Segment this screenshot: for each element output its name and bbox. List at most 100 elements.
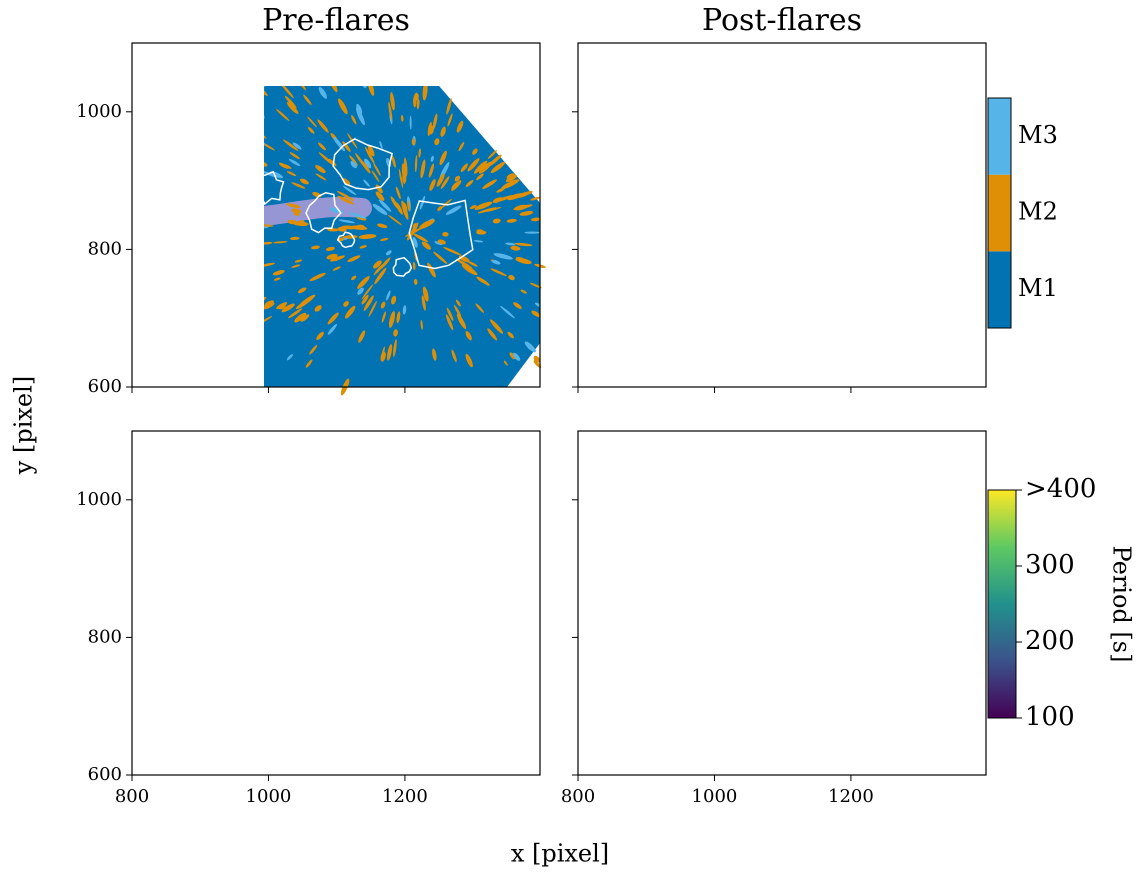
streak: [901, 449, 908, 460]
streak: [171, 142, 184, 148]
streak: [444, 583, 450, 589]
streak: [706, 193, 724, 200]
streak: [138, 568, 155, 575]
streak: [613, 78, 622, 86]
x-tick-label: 1200: [382, 786, 428, 807]
streak: [804, 231, 811, 236]
streak: [180, 612, 200, 615]
streak: [390, 196, 399, 209]
streak: [672, 231, 689, 234]
streak: [307, 116, 317, 128]
streak: [360, 634, 369, 639]
streak: [242, 651, 257, 656]
streak: [316, 331, 324, 341]
streak: [240, 721, 250, 729]
filament: [132, 499, 182, 531]
streak: [961, 187, 978, 195]
streak: [446, 562, 456, 574]
streak: [868, 653, 877, 667]
contour: [264, 170, 285, 206]
streak: [698, 210, 713, 214]
streak: [878, 244, 885, 250]
streak: [731, 717, 741, 726]
streak: [940, 250, 949, 256]
colorbar-tick-label: 200: [1025, 626, 1075, 656]
streak: [726, 654, 735, 659]
streak: [871, 764, 876, 780]
streak: [392, 637, 403, 654]
streak: [909, 261, 926, 274]
streak: [951, 578, 965, 586]
streak: [138, 96, 147, 103]
streak: [685, 721, 692, 726]
colorbar-label: Period [s]: [1108, 546, 1136, 663]
streak: [359, 586, 376, 600]
contour: [670, 618, 687, 636]
streak: [172, 591, 188, 597]
streak: [400, 690, 405, 700]
streak: [226, 157, 236, 163]
streak: [595, 593, 609, 597]
streak: [468, 743, 474, 752]
streak: [186, 60, 195, 68]
streak: [162, 562, 173, 567]
streak: [591, 130, 607, 139]
streak: [362, 687, 369, 696]
streak: [889, 706, 895, 716]
streak: [393, 549, 400, 565]
streak: [388, 101, 393, 121]
streak: [687, 190, 697, 196]
streak: [273, 539, 291, 552]
streak: [609, 191, 623, 197]
panel-image: [570, 429, 991, 782]
streak: [447, 675, 461, 693]
streak: [812, 546, 826, 565]
streak: [667, 278, 675, 284]
streak: [809, 208, 828, 221]
streak: [864, 343, 867, 362]
streak: [372, 203, 388, 216]
streak: [923, 234, 936, 240]
streak: [233, 152, 244, 160]
streak: [819, 184, 827, 193]
panel-frame: [131, 430, 541, 776]
streak: [402, 305, 407, 315]
streak: [886, 493, 895, 512]
streak: [500, 305, 515, 319]
streak: [906, 619, 918, 623]
streak: [183, 704, 192, 711]
streak: [366, 587, 381, 599]
streak: [421, 241, 431, 250]
streak: [175, 703, 194, 712]
streak: [184, 176, 193, 181]
streak: [910, 248, 922, 255]
streak: [296, 487, 304, 496]
streak: [675, 709, 689, 719]
streak: [185, 494, 196, 503]
streak: [737, 281, 754, 292]
streak: [360, 525, 367, 533]
streak: [761, 622, 779, 628]
streak: [222, 128, 229, 133]
streak: [942, 663, 955, 673]
streak: [945, 204, 959, 210]
streak: [920, 579, 934, 589]
streak: [594, 191, 603, 195]
streak: [490, 268, 507, 277]
streak: [166, 614, 182, 619]
streak: [788, 631, 798, 635]
streak: [658, 108, 672, 118]
streak: [918, 155, 933, 170]
streak: [861, 607, 869, 616]
streak: [671, 228, 691, 232]
streak: [415, 755, 419, 768]
streak: [712, 290, 723, 297]
streak: [429, 179, 436, 191]
streak: [440, 176, 450, 190]
streak: [328, 643, 340, 650]
streak: [214, 254, 228, 258]
streak: [377, 661, 387, 673]
streak: [858, 571, 862, 581]
streak: [307, 709, 319, 720]
streak: [454, 632, 465, 638]
